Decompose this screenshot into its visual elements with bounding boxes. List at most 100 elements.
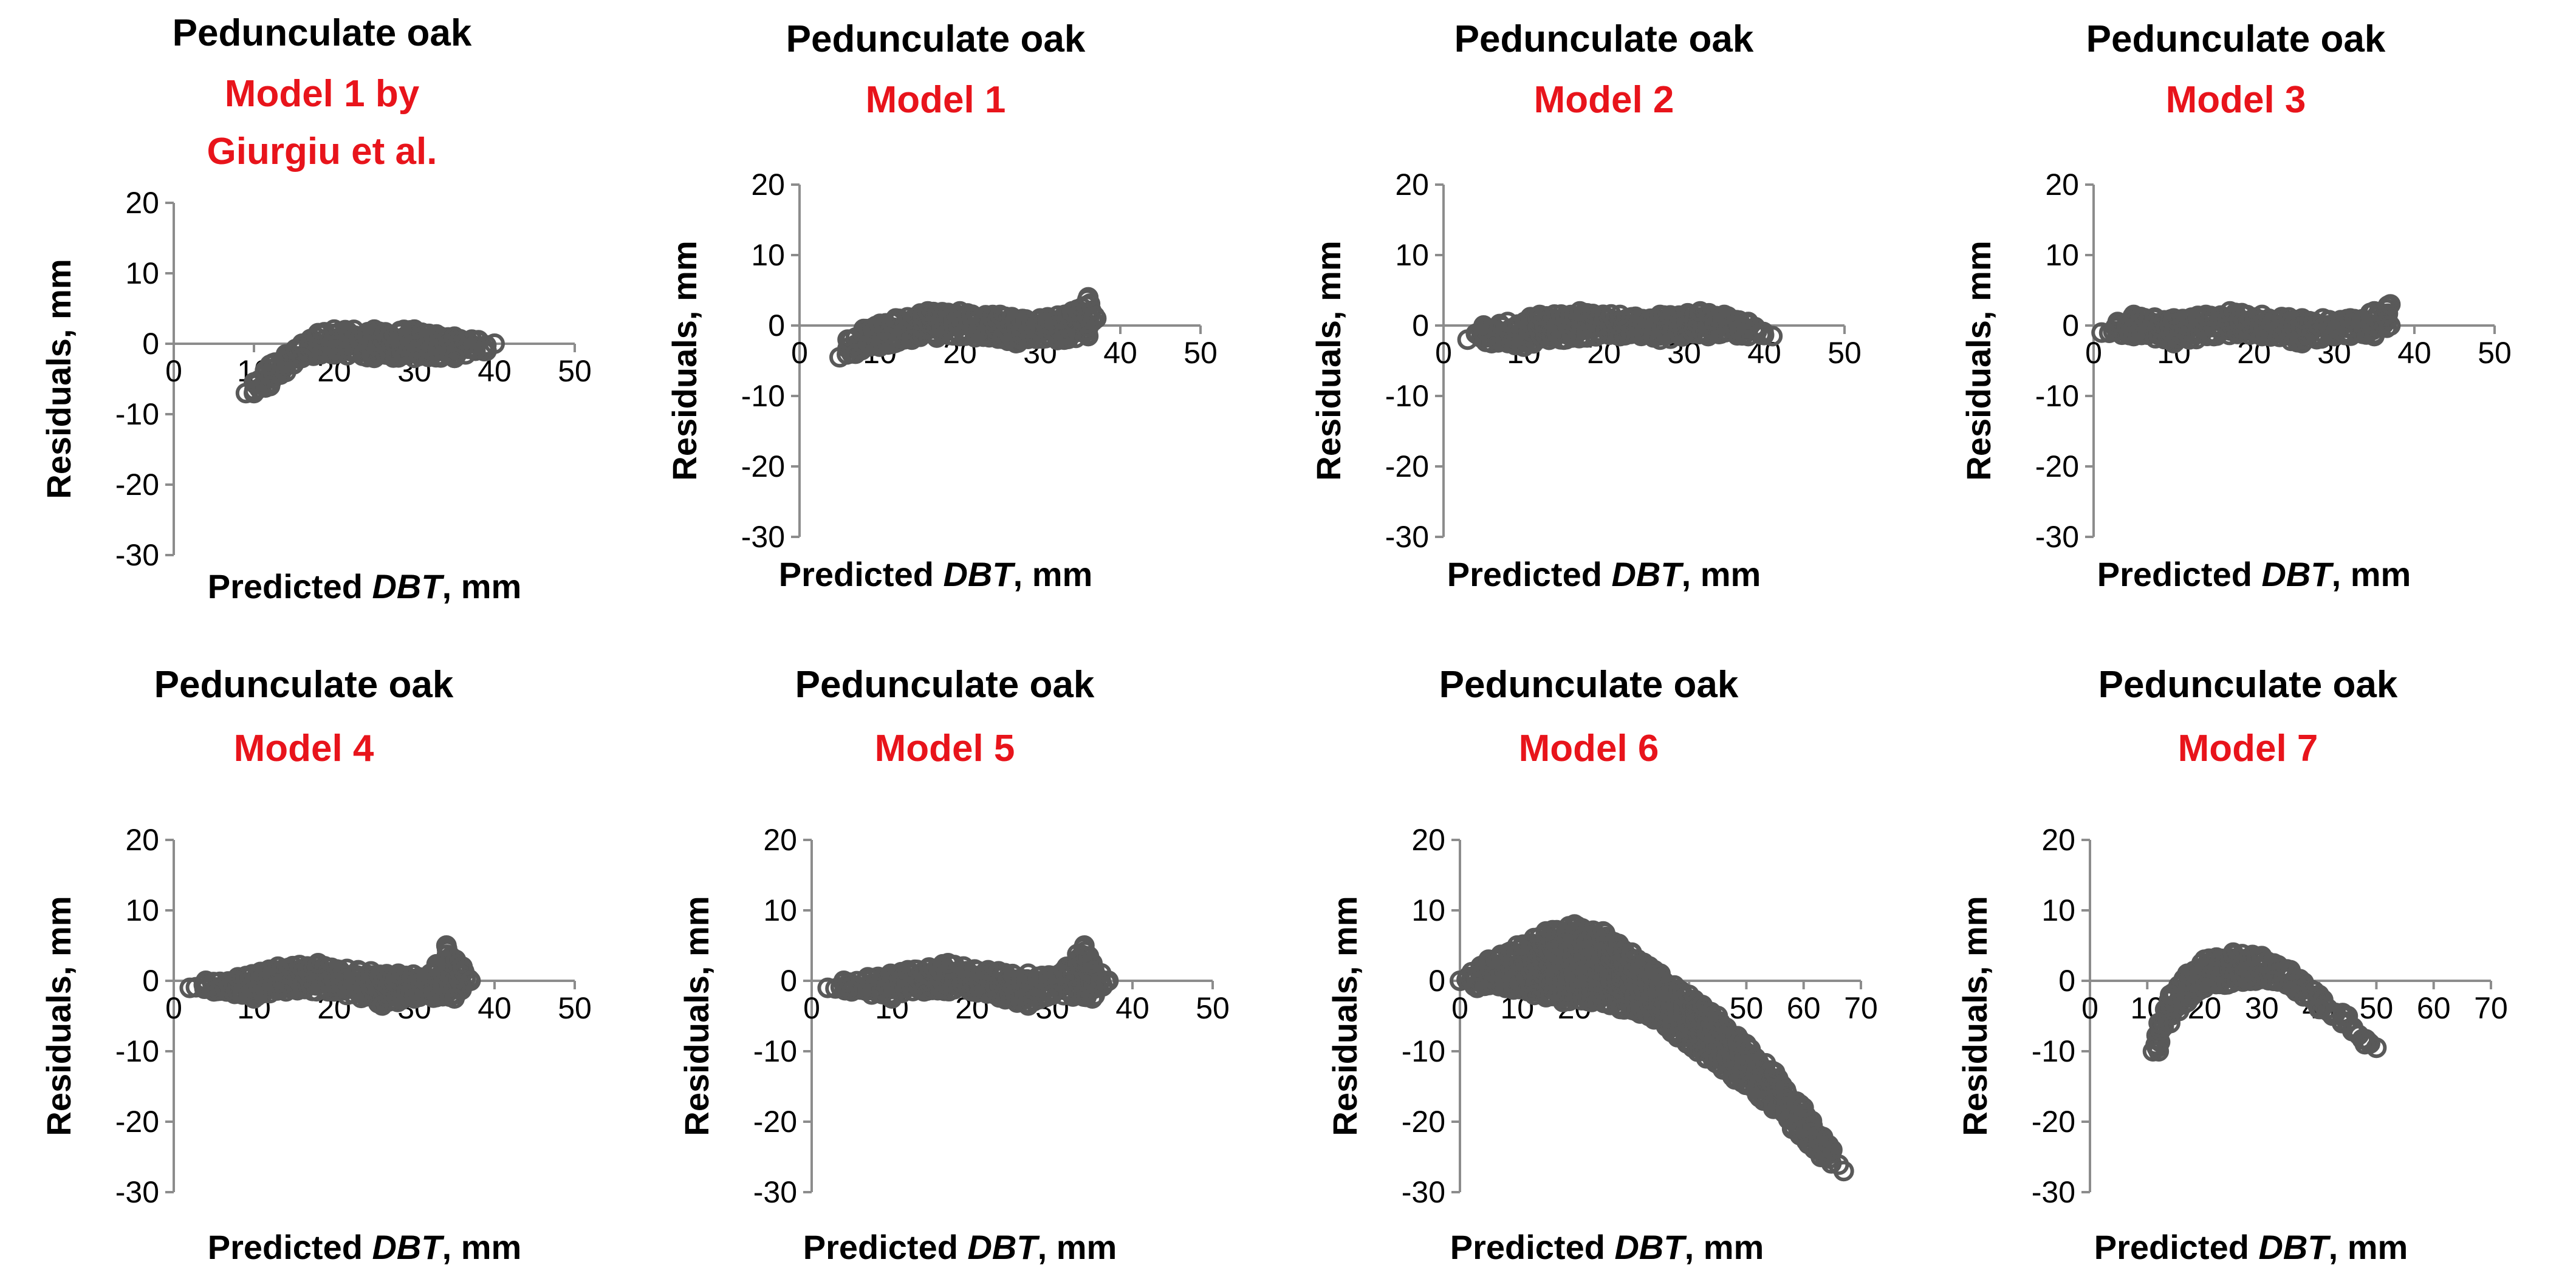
data-point xyxy=(2219,301,2241,322)
data-point xyxy=(2148,1041,2170,1062)
y-tick-label: 10 xyxy=(1395,238,1429,272)
data-point xyxy=(324,344,344,365)
data-point xyxy=(901,329,922,350)
data-point xyxy=(2292,308,2313,329)
y-tick-label: -10 xyxy=(1385,379,1429,413)
data-point xyxy=(388,963,409,984)
chart-subtitle: Model 4 xyxy=(234,728,374,769)
data-point xyxy=(1529,304,1550,326)
data-point xyxy=(2380,315,2401,336)
x-tick-label: 50 xyxy=(1828,336,1862,370)
y-tick-label: -30 xyxy=(115,1175,159,1209)
data-point xyxy=(1833,1161,1854,1182)
data-point xyxy=(2280,960,2301,981)
data-point xyxy=(1450,970,1470,991)
chart-subtitle: Model 1 xyxy=(866,79,1006,121)
x-axis-title: Predicted DBT, mm xyxy=(2094,1228,2408,1266)
y-tick-label: 0 xyxy=(780,964,797,998)
y-tick-label: 20 xyxy=(763,823,797,857)
data-point xyxy=(476,340,497,361)
y-tick-label: -30 xyxy=(1385,520,1429,554)
chart-subtitle: Model 1 by xyxy=(225,73,420,115)
y-tick-label: 10 xyxy=(125,893,159,927)
data-point xyxy=(2366,1037,2387,1059)
x-tick-label: 0 xyxy=(1451,991,1468,1025)
y-tick-label: 10 xyxy=(2045,238,2079,272)
data-point xyxy=(1497,312,1518,333)
data-point xyxy=(2091,322,2112,343)
data-point xyxy=(853,318,874,339)
data-point xyxy=(2177,963,2198,984)
data-point xyxy=(1513,336,1534,357)
x-tick-label: 0 xyxy=(165,991,182,1025)
data-point xyxy=(1005,333,1027,353)
data-point xyxy=(1481,333,1502,353)
data-point xyxy=(1078,287,1099,308)
data-point xyxy=(962,981,982,1002)
data-point xyxy=(2160,1012,2180,1034)
data-point xyxy=(1082,953,1103,974)
data-point xyxy=(2240,970,2261,991)
x-tick-label: 0 xyxy=(1435,336,1452,370)
data-point xyxy=(1764,1062,1786,1083)
data-point xyxy=(2252,304,2273,326)
x-tick-label: 40 xyxy=(1103,336,1137,370)
data-point xyxy=(2331,1012,2352,1034)
y-tick-label: -20 xyxy=(741,449,785,483)
y-tick-label: 20 xyxy=(1411,823,1445,857)
data-point xyxy=(1030,308,1050,329)
scatter-series xyxy=(2091,294,2401,353)
x-axis-title: Predicted DBT, mm xyxy=(208,567,522,605)
data-point xyxy=(897,960,919,981)
y-tick-label: 20 xyxy=(2045,168,2079,202)
y-tick-label: -10 xyxy=(1402,1034,1445,1068)
chart-subtitle: Model 3 xyxy=(2166,79,2306,121)
y-tick-label: -30 xyxy=(753,1175,797,1209)
data-point xyxy=(2286,981,2307,1002)
data-point xyxy=(2251,946,2272,967)
data-point xyxy=(292,333,313,354)
data-point xyxy=(275,981,296,1002)
data-point xyxy=(2160,984,2180,1006)
chart-panel: Pedunculate oak Model 6 Residuals, mm Predi… xyxy=(1288,640,1932,1279)
data-point xyxy=(420,963,441,984)
chart-svg: Pedunculate oak Model 7 Residuals, mm Predi… xyxy=(1956,664,2508,1266)
y-tick-label: 0 xyxy=(2062,309,2079,343)
data-point xyxy=(2324,326,2345,347)
y-tick-label: 0 xyxy=(142,964,159,998)
y-tick-label: 10 xyxy=(751,238,785,272)
y-tick-label: 0 xyxy=(1412,309,1429,343)
data-point xyxy=(2123,326,2144,347)
data-point xyxy=(348,960,369,981)
y-tick-label: -30 xyxy=(115,538,159,572)
y-tick-label: -20 xyxy=(1402,1105,1445,1139)
data-point xyxy=(275,361,296,383)
data-point xyxy=(1581,991,1602,1012)
chart-panel: Pedunculate oak Model 2 Residuals, mm Predi… xyxy=(1288,0,1932,640)
y-tick-label: 20 xyxy=(1395,168,1429,202)
x-tick-label: 50 xyxy=(558,991,592,1025)
chart-panel: Pedunculate oak Model 3 Residuals, mm Predi… xyxy=(1932,0,2576,640)
scatter-series xyxy=(179,935,481,1016)
data-point xyxy=(1736,1034,1757,1055)
y-axis-title: Residuals, mm xyxy=(1959,240,1998,480)
y-tick-label: 0 xyxy=(2058,964,2075,998)
y-axis-title: Residuals, mm xyxy=(677,896,716,1136)
chart-title: Pedunculate oak xyxy=(2098,664,2398,706)
data-point xyxy=(2163,333,2184,353)
data-point xyxy=(1738,326,1759,347)
data-point xyxy=(444,326,465,347)
data-point xyxy=(1793,1097,1814,1118)
y-axis-title: Residuals, mm xyxy=(39,259,78,499)
x-tick-label: 50 xyxy=(1184,336,1218,370)
y-tick-label: -20 xyxy=(1385,449,1429,483)
data-point xyxy=(444,347,465,369)
y-tick-label: 0 xyxy=(768,309,785,343)
chart-panel: Pedunculate oak Model 4 Residuals, mm Predi… xyxy=(0,640,644,1279)
x-tick-label: 40 xyxy=(478,991,512,1025)
data-point xyxy=(364,347,385,369)
data-point xyxy=(2292,333,2313,353)
data-point xyxy=(1810,1147,1831,1167)
chart-svg: Pedunculate oak Model 2 Residuals, mm Predi… xyxy=(1309,18,1862,593)
data-point xyxy=(1609,326,1631,347)
